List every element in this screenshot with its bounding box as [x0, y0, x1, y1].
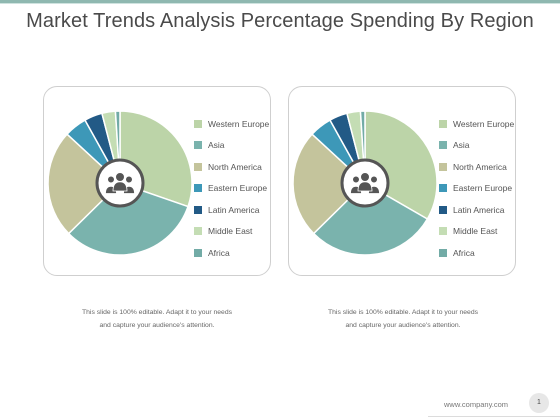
legend-item: Asia [194, 135, 269, 157]
legend-label: Latin America [453, 204, 505, 215]
legend-swatch [439, 162, 447, 171]
pie-card-left: Western Europe Asia North America Easter… [43, 86, 271, 276]
legend-item: Western Europe [439, 113, 514, 135]
legend-label: Western Europe [208, 118, 270, 129]
pie-chart-right [292, 110, 438, 256]
legend-item: Latin America [194, 199, 269, 221]
legend-label: Western Europe [453, 118, 515, 129]
people-group-icon [95, 158, 145, 208]
legend-swatch [439, 119, 447, 128]
legend-label: Asia [453, 140, 470, 151]
legend-swatch [194, 119, 202, 128]
legend-item: Eastern Europe [439, 178, 514, 200]
legend-item: North America [439, 156, 514, 178]
pie-slice-asia [312, 182, 429, 256]
pie-chart-left [47, 110, 193, 256]
legend-label: Asia [208, 140, 225, 151]
legend-item: North America [194, 156, 269, 178]
legend-label: Eastern Europe [208, 183, 268, 194]
legend-swatch [439, 248, 447, 257]
legend-label: North America [453, 161, 507, 172]
footer-divider [428, 416, 560, 417]
legend-swatch [194, 184, 202, 193]
legend-item: Asia [439, 135, 514, 157]
legend-label: Middle East [208, 226, 253, 237]
pie-slice-asia [67, 182, 189, 256]
legend-swatch [194, 205, 202, 214]
legend-label: Africa [453, 247, 475, 258]
footer-website: www.company.com [444, 400, 509, 409]
legend-swatch [194, 227, 202, 236]
legend-item: Western Europe [194, 113, 269, 135]
legend-swatch [439, 227, 447, 236]
slide-title: Market Trends Analysis Percentage Spendi… [26, 10, 534, 32]
top-accent-bar [0, 0, 560, 3]
legend-swatch [194, 141, 202, 150]
legend-item: Africa [439, 242, 514, 264]
legend-item: Eastern Europe [194, 178, 269, 200]
people-group-icon [340, 158, 390, 208]
caption-right: This slide is 100% editable. Adapt it to… [328, 309, 478, 329]
page-number-badge: 1 [529, 393, 549, 413]
legend-swatch [194, 248, 202, 257]
legend-item: Middle East [439, 221, 514, 243]
legend-item: Africa [194, 242, 269, 264]
legend-label: Middle East [453, 226, 498, 237]
pie-card-right: Western Europe Asia North America Easter… [288, 86, 516, 276]
legend-swatch [439, 184, 447, 193]
legend-swatch [439, 205, 447, 214]
legend-label: North America [208, 161, 262, 172]
legend-swatch [194, 162, 202, 171]
legend-item: Latin America [439, 199, 514, 221]
legend-right: Western Europe Asia North America Easter… [439, 113, 514, 264]
legend-left: Western Europe Asia North America Easter… [194, 113, 269, 264]
pie-slice-north-america [292, 133, 367, 235]
legend-swatch [439, 141, 447, 150]
legend-item: Middle East [194, 221, 269, 243]
caption-left: This slide is 100% editable. Adapt it to… [82, 309, 232, 329]
legend-label: Africa [208, 247, 230, 258]
top-accent-line [0, 3, 560, 4]
pie-slice-north-america [47, 133, 122, 235]
legend-label: Eastern Europe [453, 183, 513, 194]
legend-label: Latin America [208, 204, 260, 215]
